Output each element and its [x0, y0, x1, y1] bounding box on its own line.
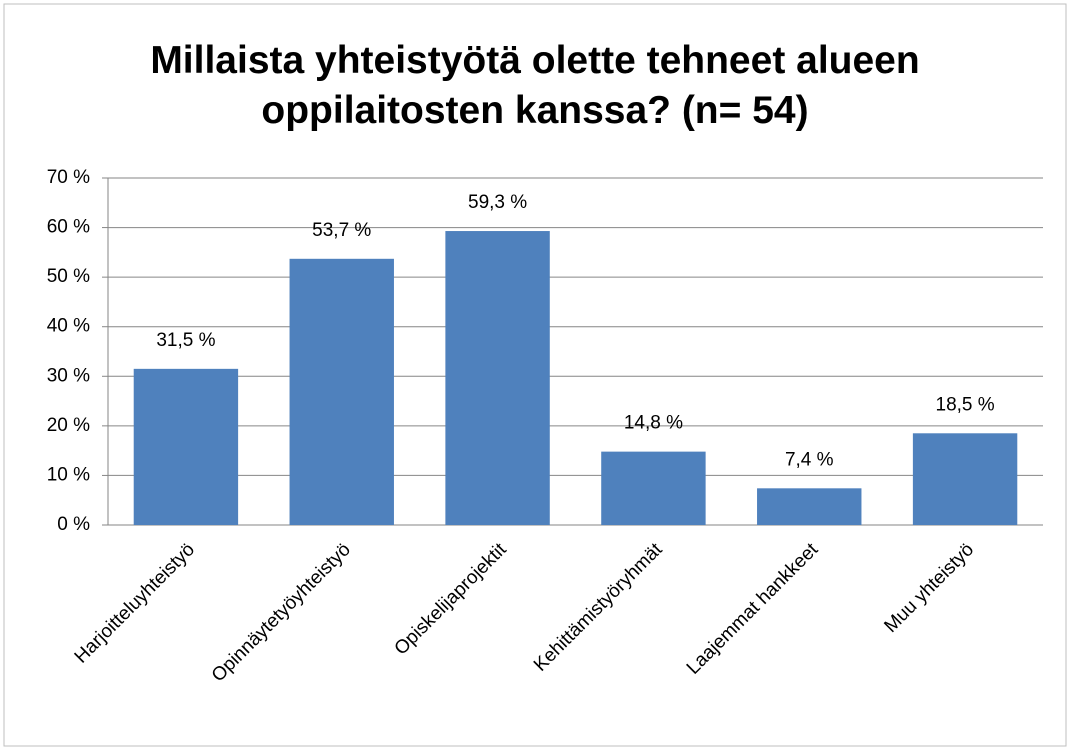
data-label: 7,4 %: [785, 449, 834, 470]
bar: [757, 488, 862, 525]
bar: [601, 451, 706, 525]
data-label: 14,8 %: [624, 413, 683, 434]
y-tick-label: 40 %: [47, 316, 90, 337]
data-label: 59,3 %: [468, 192, 527, 213]
y-tick-label: 0 %: [57, 514, 90, 535]
bar: [133, 368, 239, 525]
y-tick-label: 70 %: [47, 167, 90, 188]
chart-title: Millaista yhteistyötä olette tehneet alu…: [150, 39, 920, 132]
bar: [289, 258, 394, 525]
data-label: 31,5 %: [156, 330, 215, 351]
data-label: 53,7 %: [312, 220, 371, 241]
bar: [445, 231, 550, 525]
y-tick-label: 60 %: [47, 217, 90, 238]
y-tick-label: 50 %: [47, 266, 90, 287]
data-label: 18,5 %: [936, 394, 995, 415]
y-tick-label: 30 %: [47, 365, 90, 386]
bar: [912, 433, 1018, 525]
y-tick-label: 10 %: [47, 464, 90, 485]
y-tick-label: 20 %: [47, 415, 90, 436]
